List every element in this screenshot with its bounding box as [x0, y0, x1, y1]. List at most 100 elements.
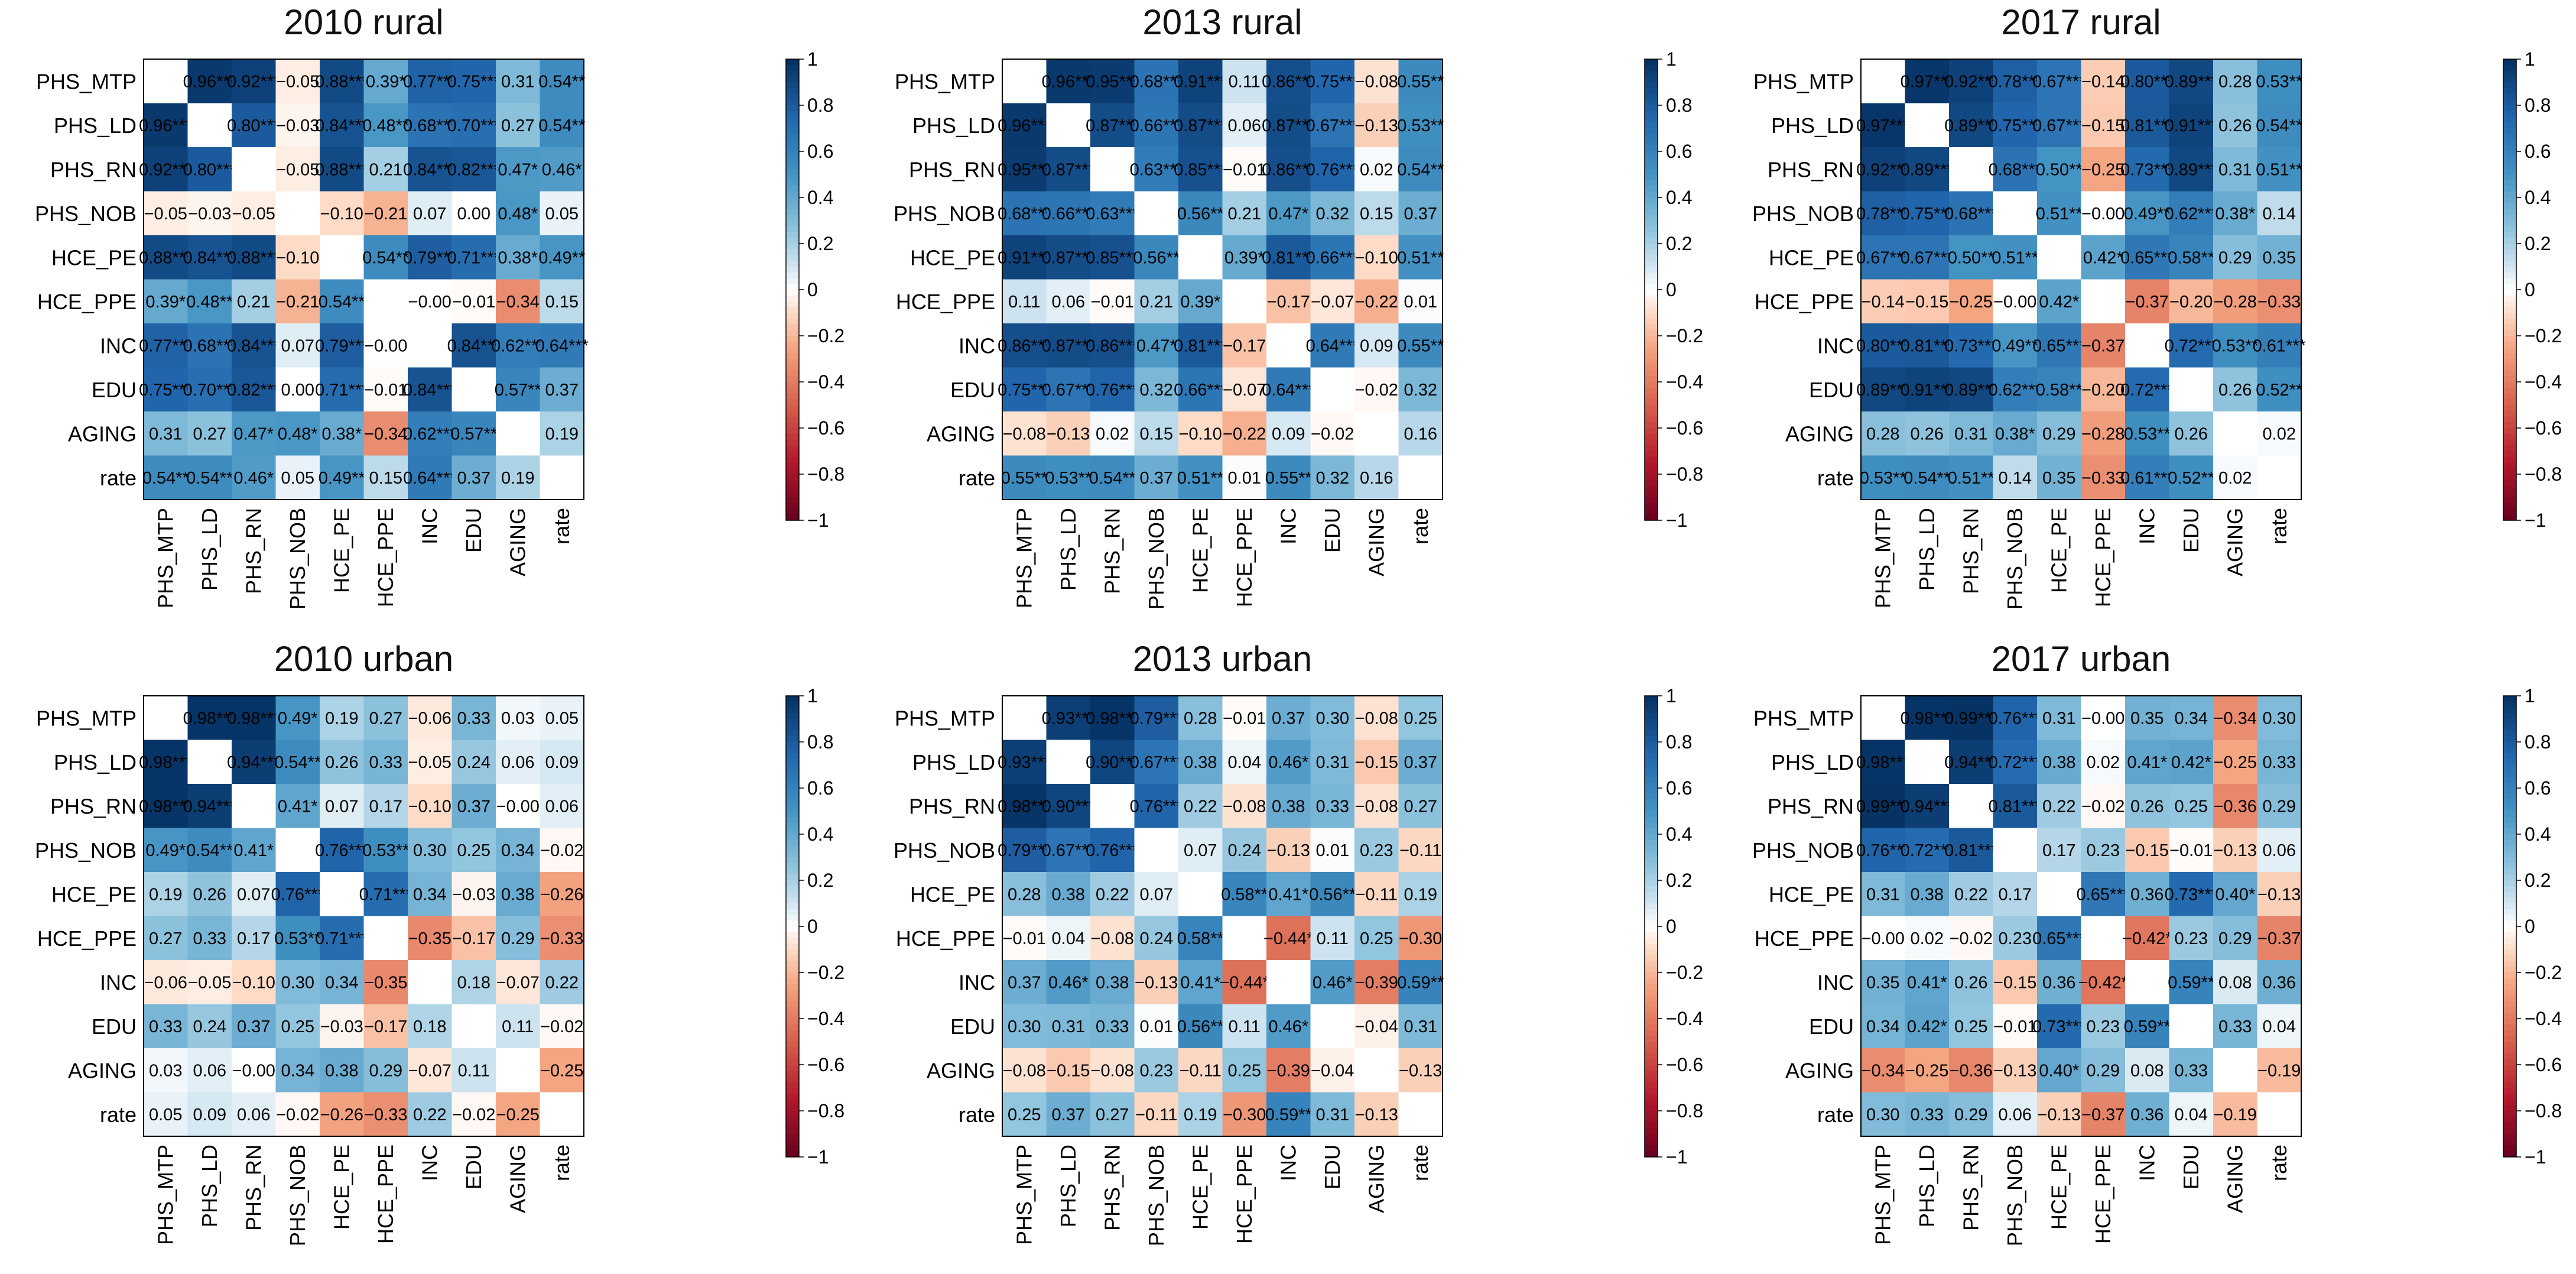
colorbar-segment: [1645, 410, 1658, 417]
colorbar-segment: [786, 845, 799, 852]
cell-value-label: 0.92***: [1944, 72, 1997, 91]
cell-value-label: −0.19: [2257, 1061, 2301, 1080]
heatmap-cell: [540, 696, 584, 741]
heatmap-cell: [144, 103, 189, 148]
colorbar-segment: [786, 99, 799, 106]
heatmap-cell: [1222, 1048, 1267, 1093]
cell-value-label: 0.27: [149, 929, 182, 948]
heatmap-cell: [540, 740, 584, 785]
heatmap-cell: [1266, 784, 1311, 829]
cell-value-label: 0.11: [1229, 72, 1261, 91]
heatmap-cell: [187, 59, 232, 104]
col-label-aging: AGING: [2223, 508, 2247, 576]
colorbar-segment: [2503, 1088, 2516, 1094]
heatmap-cell: [2257, 279, 2302, 324]
cell-value-label: −0.14: [2081, 72, 2125, 91]
colorbar-tick-label: 0.4: [2525, 824, 2551, 845]
cell-value-label: 0.34: [501, 841, 534, 860]
cell-value-label: −0.13: [1047, 424, 1090, 443]
cell-value-label: 0.73***: [2120, 160, 2174, 179]
cell-value-label: 0.87***: [1262, 116, 1315, 135]
colorbar-segment: [1645, 730, 1658, 737]
cell-value-label: 0.38: [1052, 885, 1085, 904]
cell-value-label: 0.98***: [183, 709, 236, 728]
colorbar-segment: [1645, 284, 1658, 290]
heatmap-cell: [2125, 455, 2170, 500]
cell-value-label: 0.71***: [359, 885, 412, 904]
colorbar-tick-label: −0.8: [2525, 1100, 2562, 1121]
heatmap-cell: [1949, 279, 1994, 324]
colorbar-segment: [1645, 491, 1658, 498]
colorbar-segment: [2503, 868, 2516, 875]
col-label-phs-mtp: PHS_MTP: [1870, 1145, 1895, 1245]
cell-value-label: 0.93***: [1042, 709, 1095, 728]
colorbar-segment: [786, 272, 799, 279]
colorbar-segment: [1645, 851, 1658, 858]
cell-value-label: 0.04: [1052, 929, 1085, 948]
cell-value-label: 0.04: [2263, 1017, 2296, 1036]
cell-value-label: 0.19: [149, 885, 182, 904]
colorbar-segment: [2503, 863, 2516, 870]
heatmap-cell: [1090, 960, 1135, 1005]
cell-value-label: 0.98***: [1901, 709, 1954, 728]
heatmap-cell: [2213, 1004, 2258, 1049]
heatmap-cell: [1178, 455, 1223, 500]
cell-value-label: 0.67***: [1901, 248, 1954, 267]
cell-value-label: 0.40*: [2215, 885, 2255, 904]
heatmap-cell: [1178, 828, 1223, 873]
heatmap-cell: [275, 191, 320, 236]
colorbar-segment: [1645, 376, 1658, 382]
heatmap-cell: [187, 191, 232, 236]
colorbar-segment: [2503, 341, 2516, 348]
heatmap-cell: [1266, 696, 1311, 741]
heatmap-cell: [1178, 411, 1223, 456]
colorbar-segment: [2503, 747, 2516, 754]
cell-value-label: 0.11: [1229, 1017, 1261, 1036]
cell-value-label: 0.80***: [1856, 336, 1909, 355]
heatmap-cell: [451, 279, 496, 324]
heatmap-cell: [408, 872, 453, 917]
cell-value-label: 0.86***: [1086, 336, 1139, 355]
heatmap-cell: [1090, 191, 1135, 236]
colorbar-tick-label: 0.8: [2525, 95, 2551, 116]
colorbar-segment: [2503, 1151, 2516, 1158]
colorbar-segment: [786, 336, 799, 342]
col-label-edu: EDU: [462, 1145, 486, 1189]
heatmap-cell: [1266, 59, 1311, 104]
colorbar-segment: [2503, 1047, 2516, 1054]
heatmap-cell: [232, 103, 277, 148]
heatmap-cell: [451, 872, 496, 917]
heatmap-cell: [2081, 784, 2126, 829]
colorbar-tick-label: 0: [807, 916, 818, 937]
colorbar-tick-label: 0.2: [1666, 870, 1692, 891]
heatmap-cell: [1310, 740, 1355, 785]
colorbar-segment: [786, 915, 799, 921]
cell-value-label: −0.02: [540, 1017, 583, 1036]
cell-value-label: −0.03: [452, 885, 495, 904]
colorbar-segment: [786, 961, 799, 967]
cell-value-label: −0.14: [1862, 293, 1905, 312]
heatmap-cell: [2125, 1048, 2170, 1093]
colorbar-segment: [1645, 949, 1658, 956]
row-label-phs-nob: PHS_NOB: [894, 838, 995, 863]
cell-value-label: 0.84***: [447, 336, 501, 355]
heatmap-cell: [144, 323, 189, 368]
panel-title: 2010 rural: [284, 2, 443, 42]
cell-value-label: 0.67***: [1042, 381, 1095, 400]
heatmap-cell: [1134, 916, 1179, 961]
row-label-phs-nob: PHS_NOB: [894, 202, 995, 226]
cell-value-label: 0.14: [1999, 469, 2032, 488]
cell-value-label: 0.55**: [1397, 72, 1444, 91]
heatmap-cell: [1266, 367, 1311, 412]
cell-value-label: −0.06: [408, 709, 451, 728]
heatmap-cell: [496, 279, 541, 324]
colorbar-segment: [2503, 244, 2516, 250]
colorbar-segment: [786, 238, 799, 244]
colorbar-segment: [786, 1076, 799, 1082]
heatmap-cell: [1002, 191, 1047, 236]
heatmap-cell: [2169, 59, 2214, 104]
colorbar-segment: [786, 514, 799, 521]
colorbar-segment: [2503, 82, 2516, 89]
cell-value-label: 0.33: [369, 753, 402, 772]
colorbar-segment: [786, 1001, 799, 1008]
